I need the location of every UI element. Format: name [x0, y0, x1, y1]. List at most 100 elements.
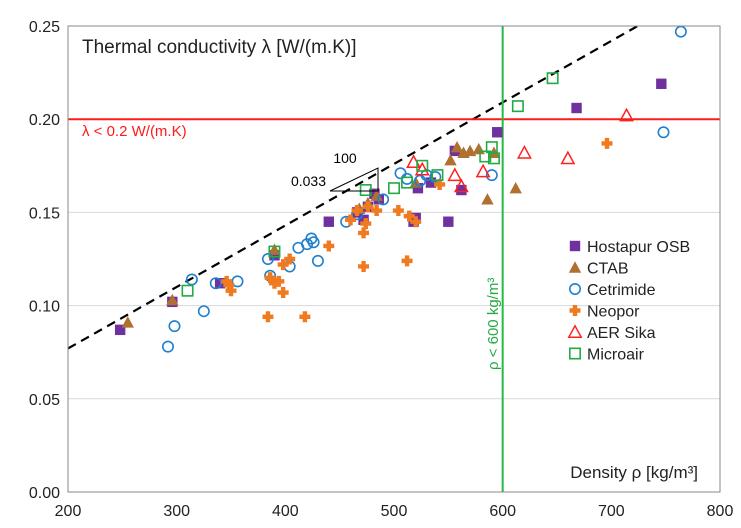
x-tick-label: 200: [55, 503, 82, 520]
x-tick-label: 800: [707, 503, 734, 520]
data-point: [443, 216, 454, 227]
data-point: [492, 127, 503, 138]
data-point: [161, 340, 174, 353]
y-tick-label: 0.15: [29, 205, 60, 222]
slope-triangle: [329, 167, 379, 192]
data-point: [268, 243, 281, 255]
data-point: [358, 260, 370, 272]
data-point: [166, 293, 179, 306]
data-point: [269, 250, 280, 261]
data-point: [546, 72, 559, 85]
slope-run-label: 100: [333, 150, 357, 166]
data-point: [225, 285, 237, 297]
x-tick-label: 400: [272, 503, 299, 520]
axis-tick-labels: 0.00 0.05 0.10 0.15 0.20 0.25 200 300 400 500 600 7…: [29, 19, 734, 520]
data-point: [268, 245, 281, 258]
data-point: [299, 311, 311, 323]
y-tick-label: 0.05: [29, 392, 60, 409]
data-point: [447, 167, 463, 182]
data-point: [311, 254, 324, 267]
data-point: [371, 205, 383, 217]
data-point: [360, 218, 372, 230]
data-point: [410, 216, 422, 228]
data-point: [264, 272, 276, 284]
legend-marker: [568, 282, 581, 295]
data-point: [509, 181, 522, 194]
data-point: [197, 305, 210, 318]
threshold-density-label: ρ < 600 kg/m³: [485, 278, 502, 370]
data-point: [656, 78, 667, 89]
data-point: [425, 177, 437, 188]
data-point: [181, 284, 194, 297]
chart-title: Thermal conductivity λ [W/(m.K)]: [82, 37, 357, 58]
x-tick-label: 600: [489, 503, 516, 520]
legend-marker: [567, 324, 583, 338]
data-point: [403, 210, 415, 222]
legend-marker: [568, 261, 582, 273]
data-point: [261, 253, 274, 266]
data-point: [284, 253, 296, 265]
series-neopor: [221, 137, 613, 323]
data-point: [487, 152, 500, 165]
data-point: [351, 205, 363, 217]
x-tick-label: 300: [163, 503, 190, 520]
data-point: [168, 320, 181, 333]
data-point: [475, 163, 491, 178]
data-point: [485, 169, 498, 182]
data-point: [401, 255, 413, 267]
data-point: [277, 259, 289, 271]
trend-line: [67, 25, 639, 350]
data-point: [429, 170, 442, 183]
data-point: [450, 140, 464, 153]
data-point: [358, 227, 370, 239]
legend-marker: [569, 305, 581, 316]
data-point: [214, 278, 226, 289]
data-point: [516, 144, 532, 159]
legend-label: Hostapur OSB: [587, 239, 690, 256]
data-point: [479, 150, 492, 163]
data-point: [414, 161, 430, 176]
data-point: [377, 193, 390, 206]
data-point: [273, 275, 285, 287]
legend-label: Microair: [587, 347, 645, 364]
reference-lines: [67, 25, 720, 492]
data-point: [601, 137, 613, 149]
x-tick-label: 700: [598, 503, 625, 520]
data-point: [456, 184, 467, 196]
data-point: [307, 236, 320, 249]
data-point: [481, 193, 494, 205]
slope-rise-label: 0.033: [291, 173, 326, 189]
legend-label: CTAB: [587, 261, 628, 278]
data-point: [560, 150, 576, 165]
data-point: [223, 279, 235, 291]
data-point: [412, 182, 424, 194]
data-point: [121, 316, 134, 328]
data-point: [262, 311, 274, 323]
data-point: [362, 201, 374, 213]
y-tick-label: 0.10: [29, 299, 60, 316]
data-point: [571, 102, 582, 114]
y-tick-label: 0.00: [29, 485, 60, 502]
data-point: [323, 216, 334, 227]
series-microair: [181, 72, 559, 297]
data-point: [345, 214, 357, 226]
data-point: [657, 126, 670, 139]
y-tick-label: 0.25: [29, 19, 60, 36]
data-point: [392, 205, 404, 217]
data-point: [209, 277, 222, 290]
legend-label: Neopor: [587, 304, 640, 321]
data-point: [416, 159, 429, 172]
data-point: [323, 240, 335, 252]
threshold-lambda-label: λ < 0.2 W/(m.K): [82, 123, 187, 140]
plot-area-border: [67, 25, 721, 493]
data-point: [619, 107, 635, 122]
legend-marker: [569, 240, 581, 252]
data-point: [370, 189, 383, 201]
data-point: [401, 176, 414, 189]
data-point: [114, 324, 126, 336]
data-point: [444, 154, 457, 166]
legend-label: AER Sika: [587, 325, 656, 342]
y-tick-label: 0.20: [29, 112, 60, 129]
data-point: [359, 184, 372, 197]
